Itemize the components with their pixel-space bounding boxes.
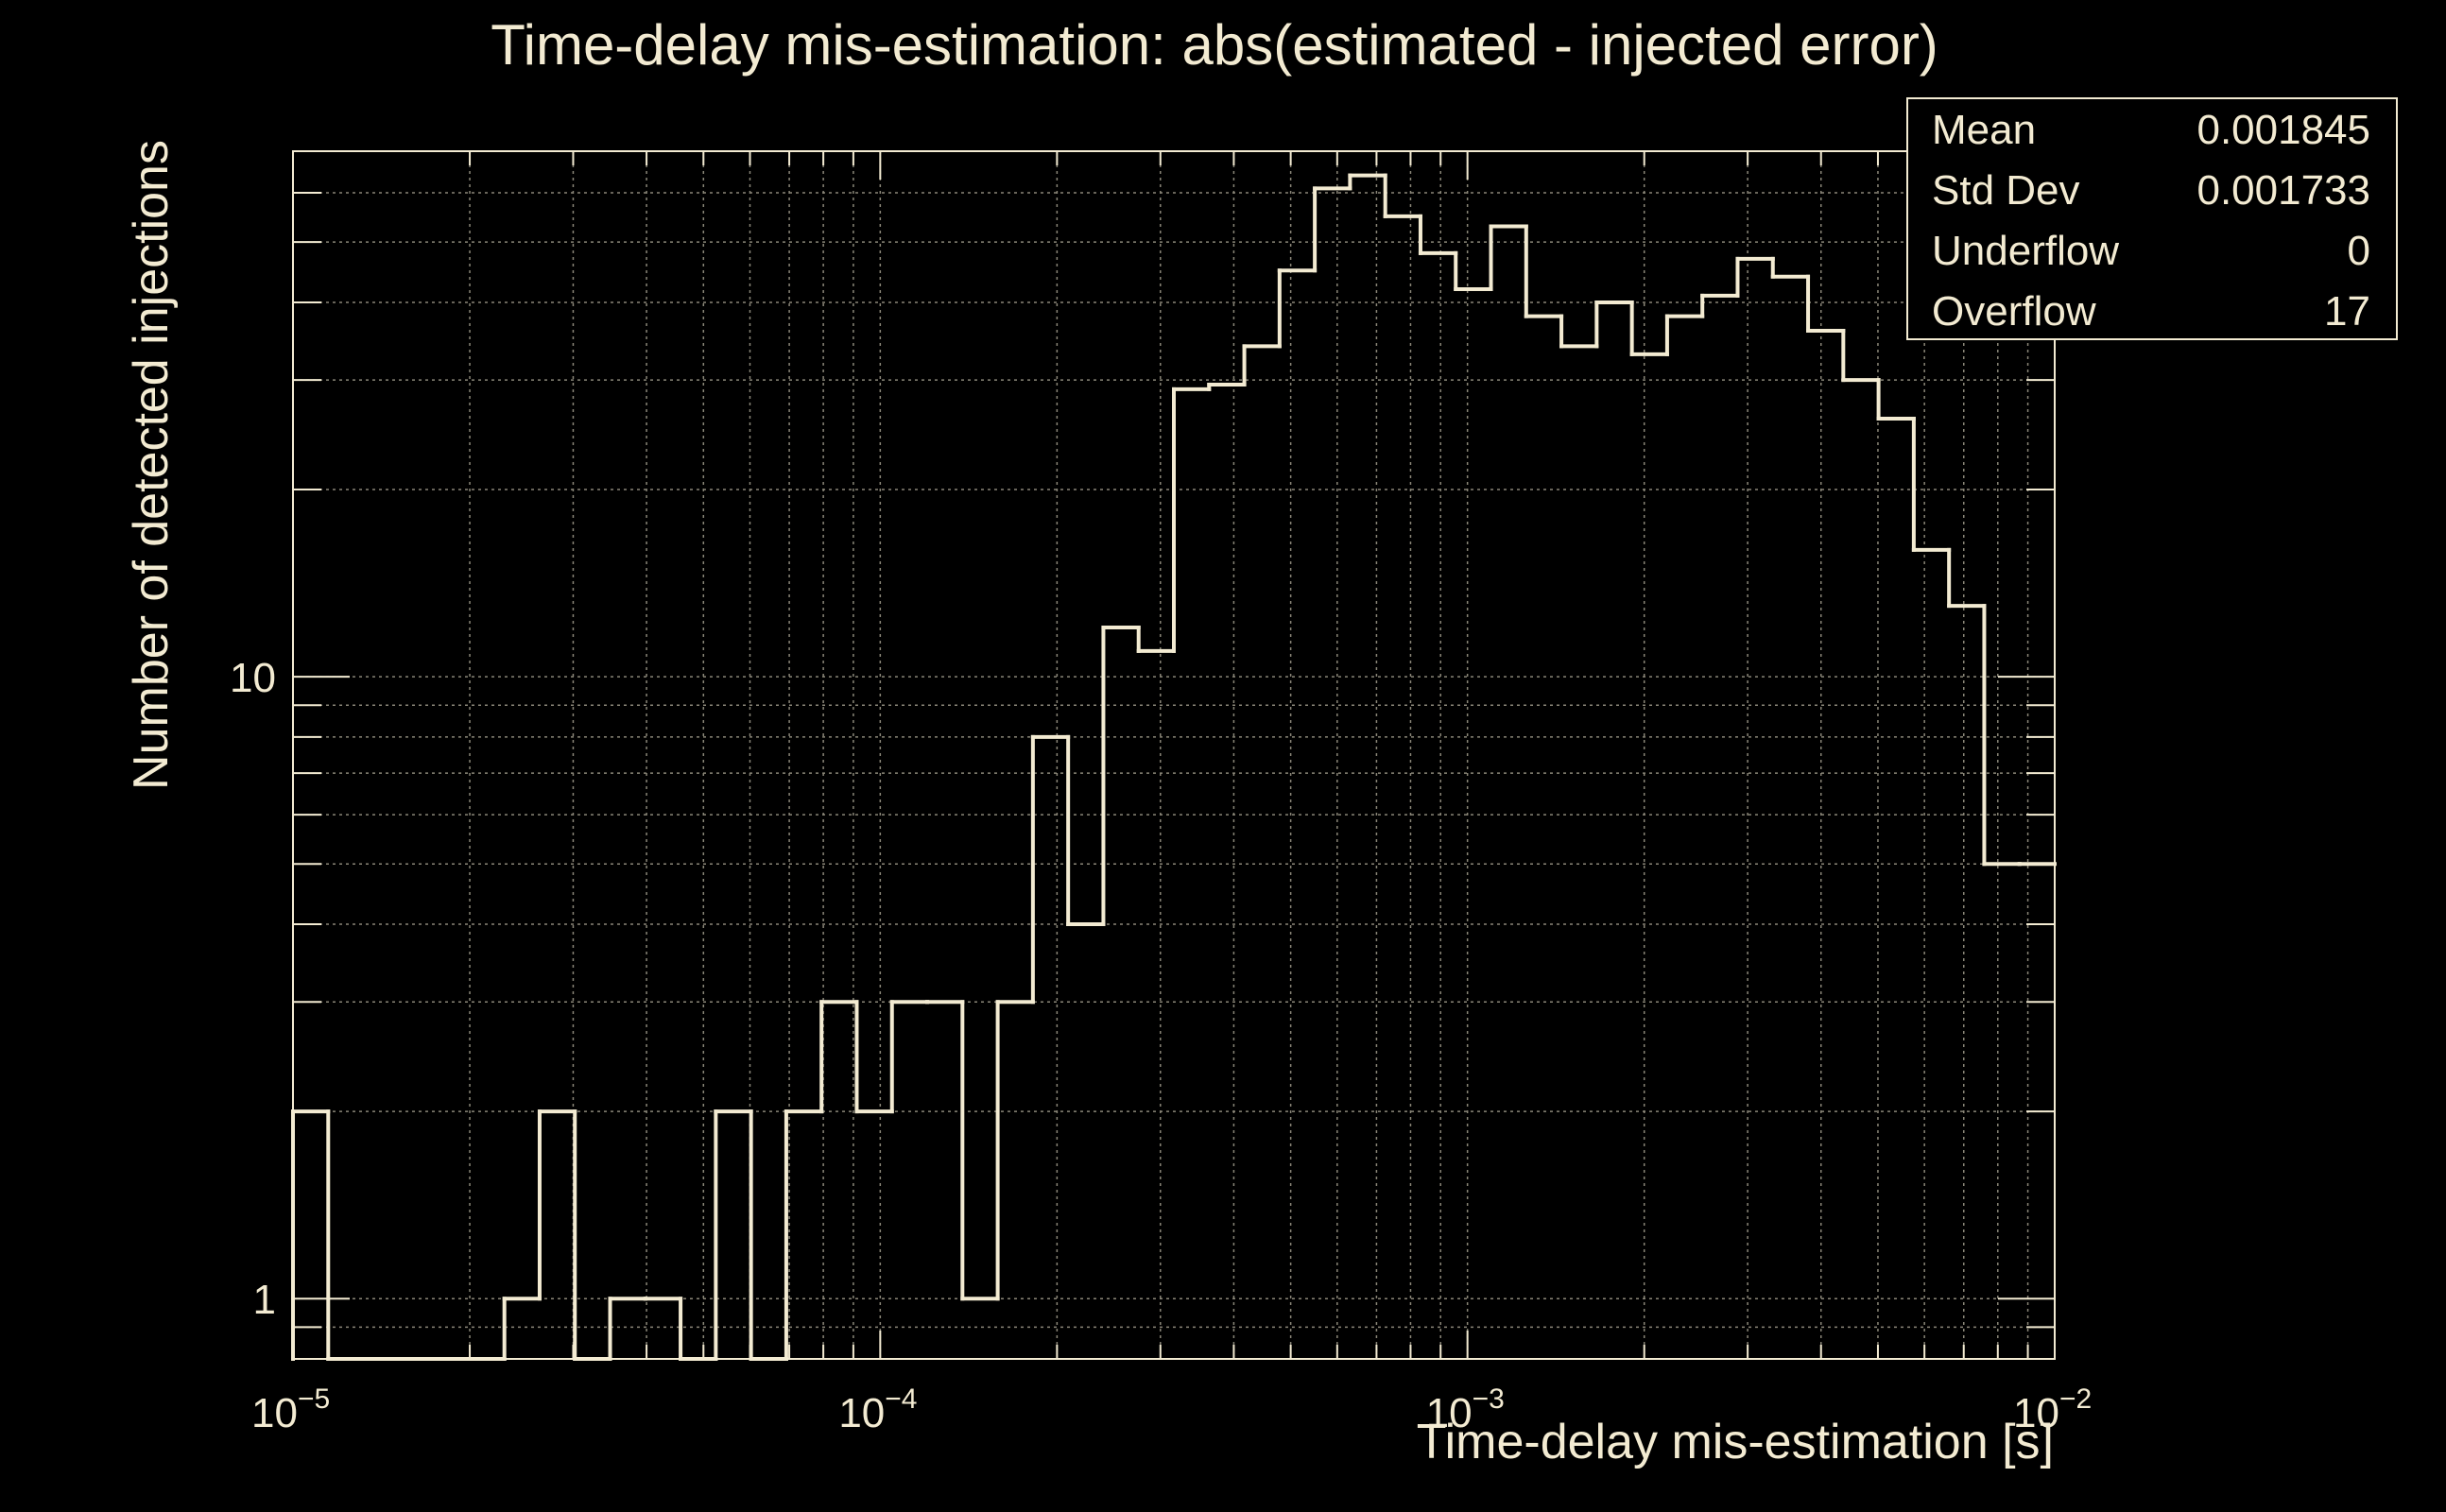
- x-axis-label: Time-delay mis-estimation [s]: [1417, 1415, 2054, 1469]
- y-axis-label: Number of detected injections: [124, 140, 179, 790]
- x-tick-label: 10−5: [251, 1383, 330, 1436]
- x-tick-label: 10−4: [838, 1383, 917, 1436]
- stats-label-mean: Mean: [1932, 107, 2036, 153]
- chart-title: Time-delay mis-estimation: abs(estimated…: [491, 13, 1938, 77]
- stats-box-frame: [1906, 97, 2398, 340]
- x-tick-label: 10−3: [1426, 1383, 1505, 1436]
- histogram-series: [291, 173, 2057, 1361]
- plot-frame: [292, 150, 2056, 1360]
- stats-label-std-dev: Std Dev: [1932, 167, 2080, 214]
- axes: [292, 150, 2056, 1360]
- stats-value-underflow: 0: [2348, 228, 2370, 274]
- stats-box: Mean 0.001845 Std Dev 0.001733 Underflow…: [1906, 97, 2398, 340]
- stats-value-overflow: 17: [2324, 288, 2370, 335]
- stats-value-std-dev: 0.001733: [2196, 167, 2370, 214]
- x-tick-label: 10−2: [2013, 1383, 2092, 1436]
- y-tick-label: 1: [253, 1277, 276, 1323]
- x-tick-labels: 10−5 10−4 10−3 10−2: [251, 1383, 2092, 1436]
- y-tick-label: 10: [230, 655, 276, 701]
- stats-label-overflow: Overflow: [1932, 288, 2096, 335]
- stats-label-underflow: Underflow: [1932, 228, 2119, 274]
- y-tick-labels: 1 10: [230, 655, 276, 1323]
- stats-value-mean: 0.001845: [2196, 107, 2370, 153]
